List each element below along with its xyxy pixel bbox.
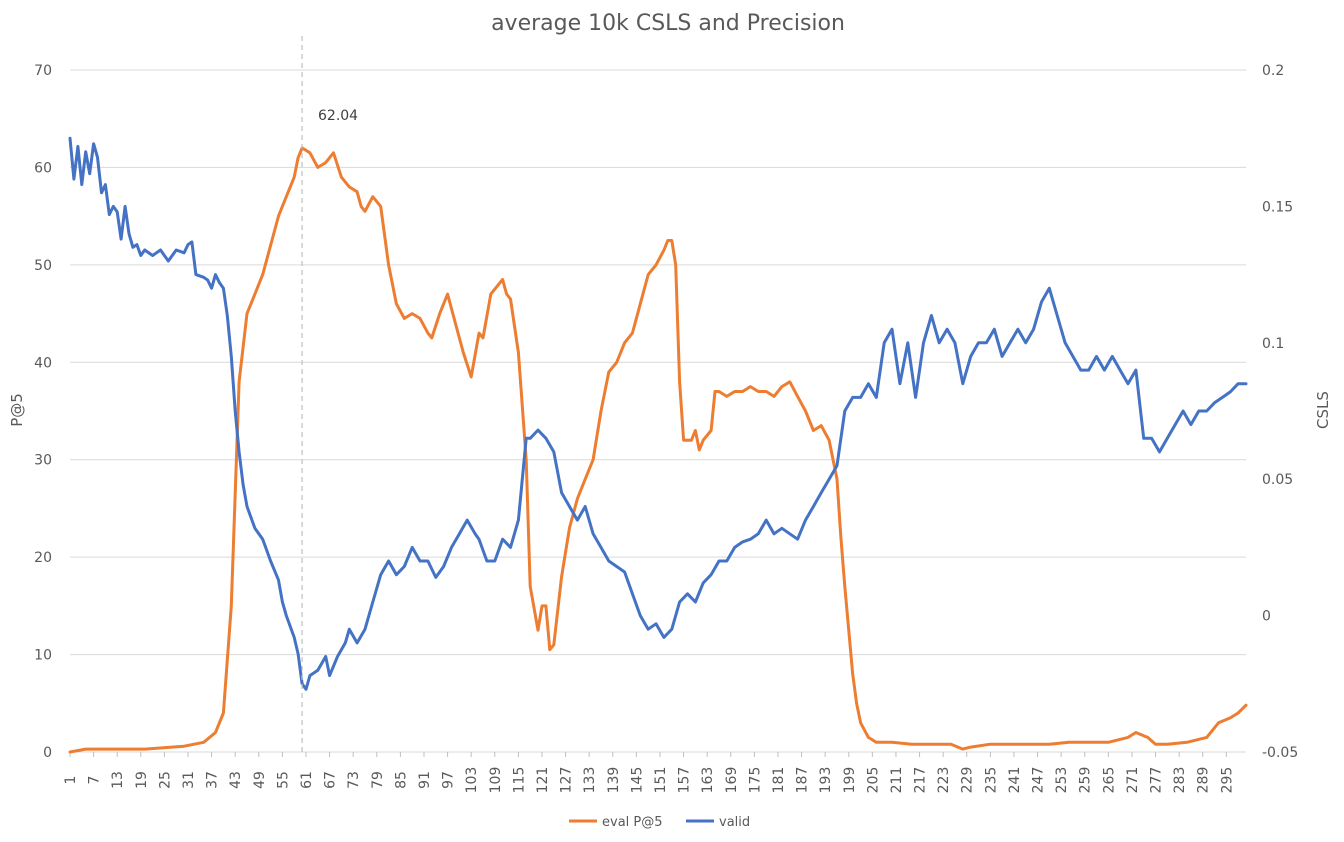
y-axis-left-title: P@5 (8, 393, 26, 427)
x-tick-label: 31 (181, 771, 197, 789)
y-right-tick-label: 0.2 (1262, 63, 1284, 79)
x-tick-label: 265 (1101, 767, 1117, 794)
y-left-tick-label: 70 (34, 63, 52, 79)
x-tick-label: 241 (1007, 767, 1023, 794)
y-left-tick-label: 50 (34, 258, 52, 274)
x-tick-label: 133 (582, 767, 598, 794)
x-tick-label: 271 (1125, 767, 1141, 794)
y-left-tick-label: 30 (34, 453, 52, 469)
x-tick-label: 109 (488, 767, 504, 794)
x-tick-label: 127 (559, 767, 575, 794)
x-tick-label: 181 (771, 767, 787, 794)
x-tick-label: 91 (417, 771, 433, 789)
x-tick-label: 289 (1196, 767, 1212, 794)
x-tick-label: 103 (464, 767, 480, 794)
x-tick-label: 49 (252, 771, 268, 789)
x-tick-label: 283 (1172, 767, 1188, 794)
x-tick-label: 277 (1149, 767, 1165, 794)
x-tick-label: 19 (134, 771, 150, 789)
y-left-tick-label: 20 (34, 550, 52, 566)
series-line-eval-p-5 (68, 146, 1248, 754)
x-tick-label: 211 (889, 767, 905, 794)
x-tick-label: 253 (1054, 767, 1070, 794)
x-tick-label: 55 (275, 771, 291, 789)
x-tick-label: 163 (700, 767, 716, 794)
y-axis-left-ticks: 0 10 20 30 40 50 60 70 (34, 63, 52, 761)
x-tick-label: 121 (535, 767, 551, 794)
legend: eval P@5 valid (569, 815, 750, 830)
annotation-label: 62.04 (318, 108, 358, 124)
y-right-tick-label: 0.15 (1262, 199, 1293, 215)
series-lines (68, 136, 1248, 754)
x-tick-label: 97 (441, 771, 457, 789)
legend-label: valid (719, 815, 750, 830)
legend-label: eval P@5 (602, 815, 663, 830)
x-tick-label: 217 (913, 767, 929, 794)
x-tick-label: 13 (110, 771, 126, 789)
y-axis-right-ticks: -0.05 0 0.05 0.1 0.15 0.2 (1262, 63, 1298, 761)
x-tick-label: 151 (653, 767, 669, 794)
annotation: 62.04 (301, 36, 358, 752)
x-tick-label: 7 (87, 776, 103, 785)
x-tick-label: 187 (795, 767, 811, 794)
x-tick-label: 73 (346, 771, 362, 789)
x-tick-label: 25 (157, 771, 173, 789)
x-tick-label: 169 (724, 767, 740, 794)
x-tick-label: 259 (1078, 767, 1094, 794)
x-tick-label: 205 (865, 767, 881, 794)
y-right-tick-label: 0.05 (1262, 472, 1293, 488)
x-tick-label: 67 (323, 771, 339, 789)
x-tick-label: 247 (1031, 767, 1047, 794)
x-tick-label: 43 (228, 771, 244, 789)
y-left-tick-label: 0 (43, 745, 52, 761)
x-tick-label: 295 (1219, 767, 1235, 794)
x-tick-label: 175 (747, 767, 763, 794)
y-left-tick-label: 10 (34, 648, 52, 664)
chart-title: average 10k CSLS and Precision (491, 11, 845, 36)
y-right-tick-label: -0.05 (1262, 745, 1298, 761)
x-tick-label: 79 (370, 771, 386, 789)
series-line-valid (68, 136, 1248, 691)
x-tick-label: 223 (936, 767, 952, 794)
y-left-tick-label: 40 (34, 355, 52, 371)
x-tick-label: 85 (393, 771, 409, 789)
x-tick-label: 61 (299, 771, 315, 789)
x-tick-label: 193 (818, 767, 834, 794)
x-tick-label: 229 (960, 767, 976, 794)
y-right-tick-label: 0.1 (1262, 336, 1284, 352)
gridlines (70, 69, 1246, 753)
y-right-tick-label: 0 (1262, 609, 1271, 625)
x-tick-label: 235 (983, 767, 999, 794)
x-tick-label: 157 (677, 767, 693, 794)
x-tick-label: 139 (606, 767, 622, 794)
x-axis-ticks: 1 7 13 19 25 31 37 43 49 55 61 67 73 79 85 91 97 103 109 11… (63, 752, 1235, 793)
y-left-tick-label: 60 (34, 160, 52, 176)
x-tick-label: 199 (842, 767, 858, 794)
x-tick-label: 145 (629, 767, 645, 794)
x-tick-label: 1 (63, 776, 79, 785)
y-axis-right-title: CSLS (1314, 391, 1332, 429)
x-tick-label: 115 (511, 767, 527, 794)
x-tick-label: 37 (205, 771, 221, 789)
